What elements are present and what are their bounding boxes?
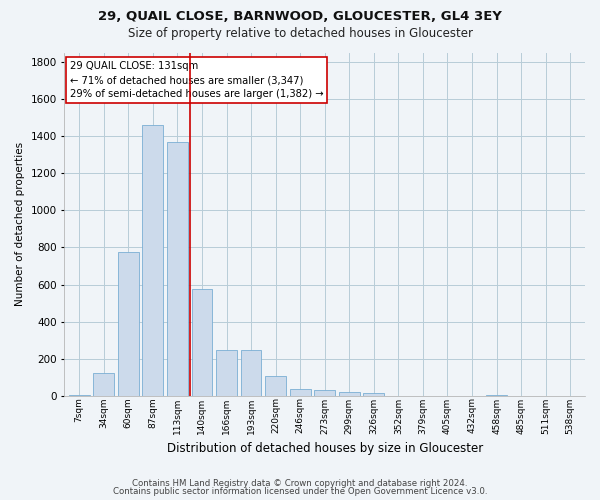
Bar bbox=[290, 390, 311, 396]
Bar bbox=[241, 350, 262, 396]
Bar bbox=[142, 125, 163, 396]
Bar bbox=[216, 350, 237, 396]
Bar bbox=[339, 392, 360, 396]
Bar bbox=[69, 395, 89, 396]
Text: Contains public sector information licensed under the Open Government Licence v3: Contains public sector information licen… bbox=[113, 488, 487, 496]
Text: Size of property relative to detached houses in Gloucester: Size of property relative to detached ho… bbox=[128, 28, 473, 40]
Bar bbox=[486, 395, 507, 396]
Bar bbox=[191, 289, 212, 396]
Bar bbox=[364, 393, 384, 396]
Bar bbox=[93, 372, 114, 396]
X-axis label: Distribution of detached houses by size in Gloucester: Distribution of detached houses by size … bbox=[167, 442, 483, 455]
Text: 29, QUAIL CLOSE, BARNWOOD, GLOUCESTER, GL4 3EY: 29, QUAIL CLOSE, BARNWOOD, GLOUCESTER, G… bbox=[98, 10, 502, 23]
Bar bbox=[314, 390, 335, 396]
Bar bbox=[265, 376, 286, 396]
Bar bbox=[167, 142, 188, 396]
Text: 29 QUAIL CLOSE: 131sqm
← 71% of detached houses are smaller (3,347)
29% of semi-: 29 QUAIL CLOSE: 131sqm ← 71% of detached… bbox=[70, 61, 323, 99]
Text: Contains HM Land Registry data © Crown copyright and database right 2024.: Contains HM Land Registry data © Crown c… bbox=[132, 478, 468, 488]
Y-axis label: Number of detached properties: Number of detached properties bbox=[15, 142, 25, 306]
Bar bbox=[118, 252, 139, 396]
